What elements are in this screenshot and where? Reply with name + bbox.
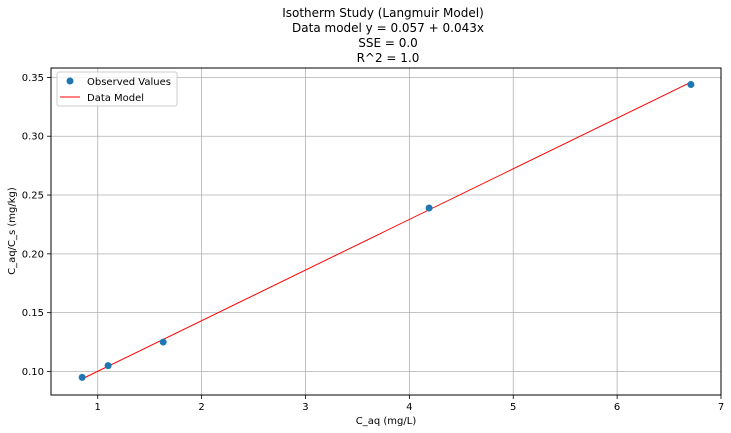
chart-title: Isotherm Study (Langmuir Model) Data mod…: [282, 6, 484, 65]
title-line-1: Isotherm Study (Langmuir Model): [282, 6, 484, 20]
x-tick-label: 3: [302, 402, 308, 413]
title-line-4: R^2 = 1.0: [357, 51, 420, 65]
plot-frame: [50, 67, 722, 396]
x-axis-ticks: 1 2 3 4 5 6 7: [95, 395, 724, 413]
y-tick-label: 0.35: [22, 73, 44, 84]
y-tick-label: 0.30: [22, 132, 44, 143]
legend-marker-observed: [66, 77, 74, 85]
y-axis-ticks: 0.10 0.15 0.20 0.25 0.30 0.35: [22, 73, 51, 378]
title-line-2: Data model y = 0.057 + 0.043x: [292, 21, 484, 35]
x-tick-label: 6: [614, 402, 620, 413]
legend-label-model: Data Model: [87, 93, 144, 104]
y-tick-label: 0.20: [22, 249, 44, 260]
fit-line-segment: [81, 81, 692, 380]
data-point: [104, 362, 112, 370]
x-tick-label: 7: [718, 402, 724, 413]
legend-label-observed: Observed Values: [87, 77, 171, 88]
y-tick-label: 0.25: [22, 191, 44, 202]
legend-box: [56, 71, 178, 107]
x-tick-label: 1: [95, 402, 101, 413]
x-axis-label: C_aq (mg/L): [356, 416, 417, 427]
legend: Observed Values Data Model: [56, 71, 178, 107]
data-point: [687, 80, 695, 88]
data-point: [159, 338, 167, 346]
x-tick-label: 5: [510, 402, 516, 413]
y-tick-label: 0.15: [22, 308, 44, 319]
title-line-3: SSE = 0.0: [358, 36, 418, 50]
x-tick-label: 2: [198, 402, 204, 413]
y-axis-label: C_aq/C_s (mg/kg): [7, 187, 18, 275]
fit-line-layer: [81, 81, 692, 380]
data-point: [78, 373, 86, 381]
y-tick-label: 0.10: [22, 367, 44, 378]
x-tick-label: 4: [406, 402, 412, 413]
data-points-layer: [78, 80, 695, 381]
data-point: [425, 204, 433, 212]
grid-lines: [51, 68, 722, 395]
